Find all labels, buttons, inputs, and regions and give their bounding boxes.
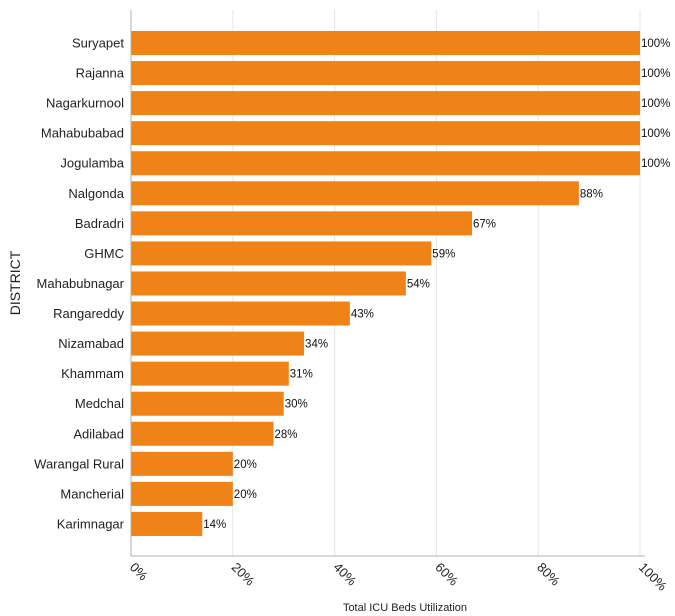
category-label: Rajanna	[76, 66, 125, 81]
bar	[131, 91, 640, 116]
bar	[131, 391, 284, 416]
category-label: Badradri	[75, 216, 124, 231]
bar	[131, 241, 432, 266]
bar	[131, 61, 640, 86]
category-label: GHMC	[84, 246, 124, 261]
bar	[131, 301, 350, 326]
category-label: Mahabubnagar	[37, 276, 125, 291]
category-label: Medchal	[75, 396, 124, 411]
x-tick-labels: 0% 20% 40% 60% 80% 100%	[127, 560, 670, 594]
x-tick-label: 80%	[534, 560, 563, 589]
bar	[131, 421, 274, 446]
data-label: 30%	[285, 399, 308, 411]
data-label: 31%	[290, 369, 313, 381]
bar	[131, 211, 473, 236]
category-label: Karimnagar	[57, 516, 125, 531]
bar	[131, 331, 305, 356]
data-label: 34%	[305, 339, 328, 351]
bar	[131, 121, 640, 146]
data-label: 100%	[641, 98, 670, 110]
category-label: Warangal Rural	[34, 456, 124, 471]
x-tick-label: 20%	[229, 560, 258, 589]
axes	[130, 10, 645, 557]
bar	[131, 31, 640, 55]
bar	[131, 451, 233, 476]
bar	[131, 151, 640, 176]
data-label: 88%	[580, 188, 603, 200]
data-label: 100%	[641, 158, 670, 170]
bar	[131, 181, 579, 206]
category-label: Nizamabad	[58, 336, 124, 351]
value-labels: 100% 100% 100% 100% 100% 88% 67% 59% 54% 43% 34% 31…	[203, 38, 670, 531]
category-label: Mancherial	[60, 486, 124, 501]
bar	[131, 361, 289, 386]
category-label: Nagarkurnool	[46, 96, 124, 111]
data-label: 54%	[407, 278, 430, 290]
category-label: Khammam	[61, 366, 124, 381]
x-tick-label: 100%	[636, 560, 670, 594]
data-label: 100%	[641, 128, 670, 140]
category-label: Suryapet	[72, 36, 124, 51]
x-axis-title: Total ICU Beds Utilization	[343, 602, 467, 614]
data-label: 14%	[203, 519, 226, 531]
x-tick-label: 0%	[127, 560, 151, 584]
category-label: Nalgonda	[68, 186, 124, 201]
x-tick-label: 60%	[432, 560, 461, 589]
category-label: Mahabubabad	[41, 126, 124, 141]
bar	[131, 511, 203, 536]
y-axis-title: DISTRICT	[7, 250, 23, 315]
data-label: 43%	[351, 309, 374, 321]
bar	[131, 271, 406, 296]
data-label: 67%	[473, 218, 496, 230]
category-label: Rangareddy	[53, 306, 124, 321]
category-labels: Suryapet Rajanna Nagarkurnool Mahabubabad Jo…	[34, 36, 125, 532]
x-tick-label: 40%	[330, 560, 359, 589]
data-label: 20%	[234, 459, 257, 471]
data-label: 20%	[234, 489, 257, 501]
data-label: 28%	[275, 429, 298, 441]
category-label: Adilabad	[73, 426, 124, 441]
data-label: 100%	[641, 68, 670, 80]
data-label: 100%	[641, 38, 670, 50]
bars	[131, 31, 640, 536]
bar	[131, 481, 233, 506]
data-label: 59%	[432, 248, 455, 260]
category-label: Jogulamba	[60, 156, 124, 171]
